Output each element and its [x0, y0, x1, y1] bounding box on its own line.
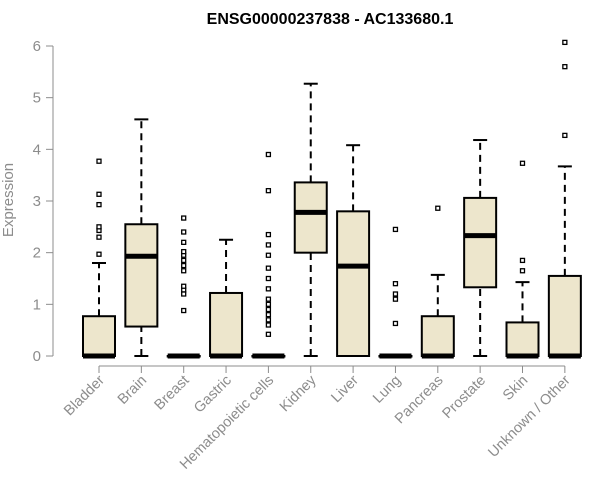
outlier-point — [265, 301, 272, 307]
box-pancreas — [420, 205, 455, 359]
outlier-point — [519, 160, 526, 166]
x-tick-label: Liver — [328, 372, 362, 406]
outlier-point — [181, 268, 187, 274]
box-brain — [124, 118, 159, 357]
box-gastric — [209, 238, 244, 359]
outlier-point — [96, 234, 102, 240]
outlier-point — [265, 331, 272, 337]
box-lung — [378, 226, 413, 359]
outlier-point — [265, 317, 272, 323]
outlier-point — [392, 296, 399, 302]
outlier-point — [265, 296, 272, 302]
x-tick-label: Brain — [115, 373, 150, 408]
outlier-point — [265, 151, 272, 158]
x-tick-label: Prostate — [439, 373, 488, 422]
box-iqr — [82, 315, 116, 358]
outlier-point — [519, 268, 526, 274]
outlier-point — [392, 320, 399, 327]
outlier-point — [181, 215, 187, 221]
outlier-point — [392, 226, 399, 233]
box-iqr — [336, 210, 371, 357]
box-bladder — [82, 158, 116, 359]
outlier-point — [96, 251, 102, 257]
box-iqr — [463, 196, 498, 289]
outlier-point — [96, 158, 102, 164]
x-tick-label: Unknown / Other — [485, 372, 573, 460]
box-iqr — [505, 321, 540, 357]
outlier-point — [392, 281, 399, 287]
y-tick-label: 5 — [33, 90, 41, 107]
outlier-point — [96, 191, 102, 197]
outlier-point — [265, 322, 272, 328]
outlier-point — [181, 307, 187, 314]
y-axis: 0 1 2 3 4 5 6 — [33, 38, 54, 365]
y-tick-label: 6 — [33, 38, 41, 55]
x-tick-label: Lung — [370, 373, 404, 407]
outlier-point — [181, 291, 187, 297]
outlier-point — [519, 257, 526, 264]
outlier-point — [181, 229, 187, 235]
box-liver — [336, 144, 371, 357]
box-kidney — [293, 82, 328, 357]
x-tick-label: Skin — [500, 373, 531, 404]
outlier-point — [181, 262, 187, 269]
box-iqr — [420, 315, 455, 358]
outlier-point — [562, 64, 568, 70]
outlier-point — [265, 242, 272, 248]
y-axis-label: Expression — [0, 163, 17, 237]
chart-title: ENSG00000237838 - AC133680.1 — [207, 11, 454, 28]
box-iqr — [124, 223, 159, 328]
x-tick-label: Kidney — [277, 372, 320, 415]
outlier-point — [265, 286, 272, 292]
outlier-point — [96, 224, 102, 230]
outlier-point — [435, 205, 441, 211]
outlier-point — [265, 312, 272, 318]
box-iqr — [209, 291, 244, 358]
box-iqr — [293, 181, 328, 254]
outlier-point — [181, 283, 187, 289]
outlier-point — [392, 291, 399, 297]
outlier-point — [265, 188, 272, 194]
outlier-point — [96, 201, 102, 208]
outlier-point — [265, 306, 272, 313]
outlier-point — [265, 265, 272, 271]
box-series — [82, 39, 582, 359]
box-breast — [166, 215, 201, 359]
outlier-point — [181, 248, 187, 255]
outlier-point — [265, 252, 272, 258]
outlier-point — [181, 257, 187, 264]
y-tick-label: 1 — [33, 296, 41, 313]
outlier-point — [181, 239, 187, 245]
outlier-point — [265, 275, 272, 282]
box-hematopoietic-cells — [251, 151, 286, 359]
box-iqr — [547, 274, 582, 357]
y-tick-label: 3 — [33, 193, 41, 210]
x-tick-label: Breast — [152, 373, 193, 414]
x-tick-label: Bladder — [61, 372, 108, 419]
y-tick-label: 4 — [33, 141, 41, 158]
outlier-point — [562, 39, 568, 46]
outlier-point — [265, 231, 272, 238]
box-skin — [505, 160, 540, 359]
box-prostate — [463, 139, 498, 357]
y-tick-label: 2 — [33, 245, 41, 262]
box-unknown-other — [547, 39, 582, 359]
outlier-point — [562, 132, 568, 139]
y-tick-label: 0 — [33, 348, 41, 365]
